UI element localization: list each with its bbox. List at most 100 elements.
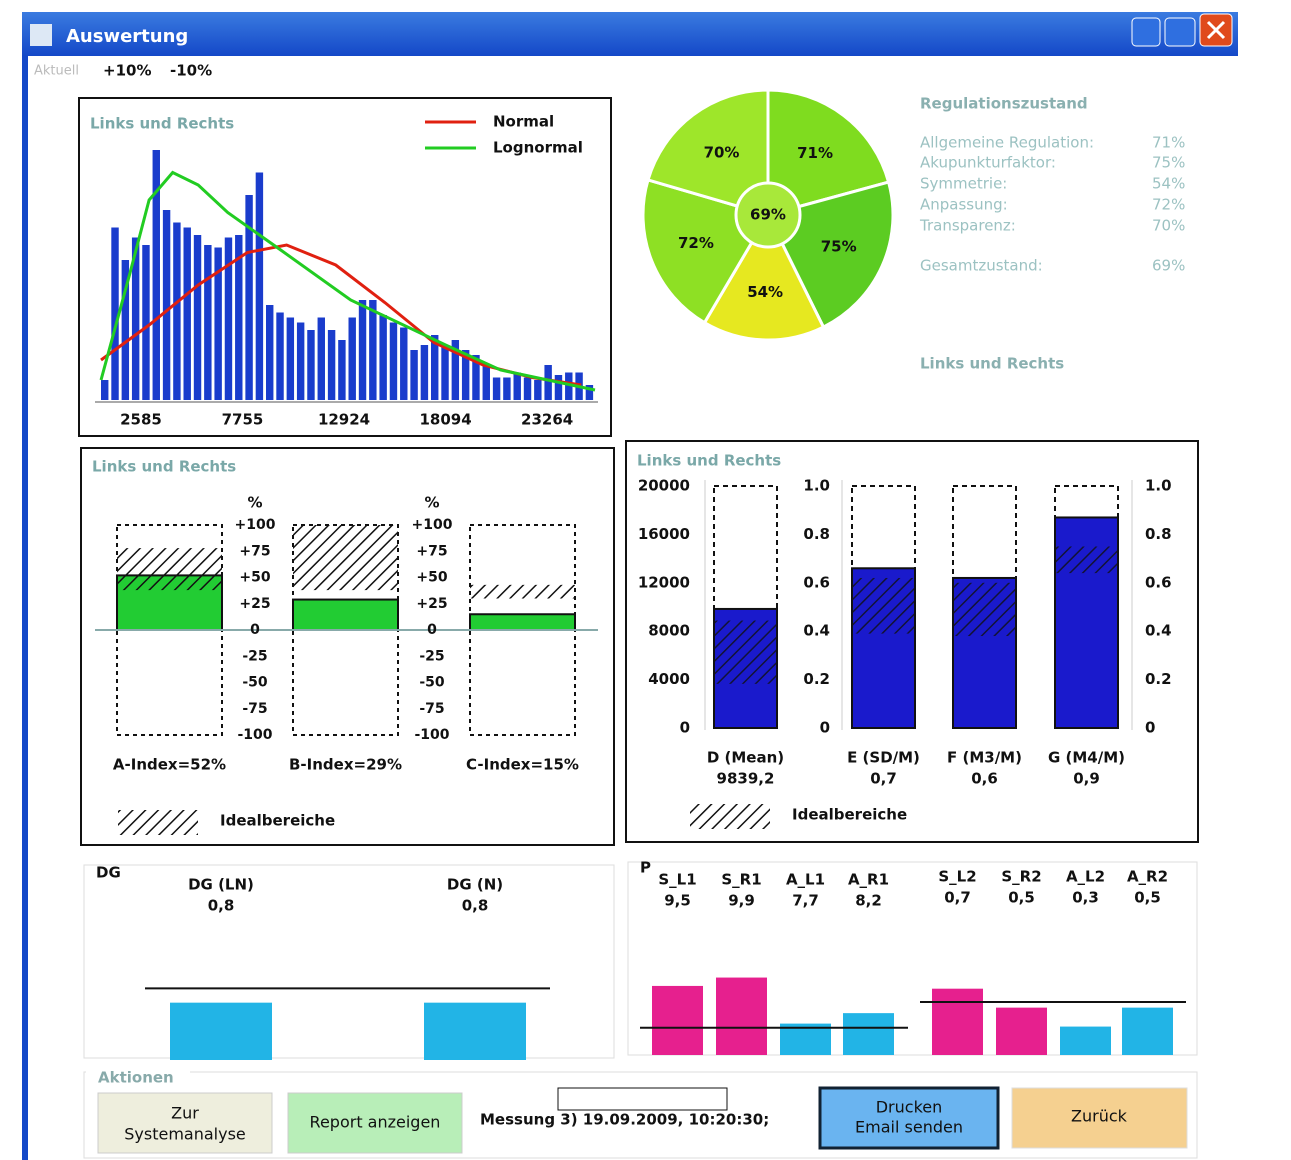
window-icon <box>30 24 52 46</box>
category-label: S_R1 <box>721 871 761 889</box>
legend-label: Idealbereiche <box>220 812 335 830</box>
item-value: 70% <box>1152 217 1185 235</box>
category-label: A_L2 <box>1066 868 1105 886</box>
y-tick-label: -25 <box>242 648 267 664</box>
button[interactable] <box>818 1086 1000 1150</box>
y-tick-label: -25 <box>419 648 444 664</box>
y2-tick-label: 0.2 <box>803 670 830 688</box>
button[interactable] <box>1011 1087 1188 1149</box>
button[interactable] <box>287 1092 463 1154</box>
toolbar-item[interactable]: +10% <box>103 62 151 80</box>
x-tick-label: 2585 <box>120 411 162 429</box>
y-tick-label: +50 <box>416 570 447 586</box>
y2-tick-label: 0.4 <box>1145 622 1172 640</box>
x-tick-label: 7755 <box>222 411 264 429</box>
pie-center <box>734 181 802 249</box>
ideal-range <box>1055 546 1118 574</box>
measurement-info: Messung 3) 19.09.2009, 10:20:30; <box>480 1111 769 1129</box>
legend-label: Normal <box>493 113 554 131</box>
x-tick-label: 23264 <box>521 411 573 429</box>
histogram-bar <box>111 227 119 400</box>
value-label: 0,3 <box>1072 889 1099 907</box>
category-label: A_R1 <box>848 871 889 889</box>
pie-slice <box>766 88 891 217</box>
maximize-button[interactable] <box>1164 17 1196 47</box>
y2-tick-label: 0 <box>1145 719 1155 737</box>
histogram-bar <box>121 260 130 400</box>
y-tick-label: +25 <box>416 596 447 612</box>
y-tick-label: +100 <box>235 517 276 533</box>
value-label: 9,9 <box>728 892 755 910</box>
y2-tick-label: 0.6 <box>803 573 830 591</box>
y-tick-label: -100 <box>414 727 449 743</box>
slice-label: 70% <box>704 143 740 161</box>
y2-tick-label: 0.6 <box>1145 573 1172 591</box>
curve <box>99 170 596 392</box>
item-value: 54% <box>1152 175 1185 193</box>
category-label: C-Index=15% <box>466 756 579 774</box>
section-footer: Links und Rechts <box>920 355 1064 373</box>
ideal-range <box>293 525 398 591</box>
histogram-bar <box>255 172 264 400</box>
category-label: S_L2 <box>938 868 976 886</box>
button-label: Drucken <box>876 1098 943 1117</box>
minimize-button[interactable] <box>1131 17 1161 47</box>
ideal-range <box>714 620 777 684</box>
index-bar <box>292 598 399 631</box>
item-label: Symmetrie: <box>920 175 1007 193</box>
histogram-bar <box>142 245 150 400</box>
y2-tick-label: 1.0 <box>803 477 830 495</box>
bar <box>652 985 703 1055</box>
slice-label: 54% <box>747 283 783 301</box>
histogram-bar <box>461 350 470 400</box>
item-label: Gesamtzustand: <box>920 257 1043 275</box>
histogram-bar <box>266 305 274 400</box>
histogram-bar <box>348 317 356 400</box>
y-tick-label: +100 <box>412 517 453 533</box>
toolbar-item[interactable]: -10% <box>170 62 212 80</box>
window-border <box>22 56 28 1160</box>
y-tick-label: 0 <box>427 622 437 638</box>
histogram-bar <box>101 380 109 400</box>
item-value: 75% <box>1152 154 1185 172</box>
y-tick-label: +75 <box>239 543 270 559</box>
panel <box>83 864 615 1059</box>
y-tick-label: 8000 <box>648 622 690 640</box>
y2-tick-label: 0 <box>820 719 830 737</box>
ideal-range <box>953 582 1016 637</box>
button-label: Email senden <box>855 1118 963 1137</box>
histogram-bar <box>204 245 212 400</box>
value-label: 0,6 <box>971 770 998 788</box>
value-label: 0,8 <box>462 897 489 915</box>
button[interactable] <box>97 1092 273 1154</box>
histogram-bar <box>307 330 315 400</box>
panel-title: Links und Rechts <box>90 115 234 133</box>
histogram-bar <box>472 355 480 400</box>
legend-label: Idealbereiche <box>792 806 907 824</box>
group-title: Aktionen <box>98 1069 174 1087</box>
y-tick-label: +25 <box>239 596 270 612</box>
toolbar-item[interactable]: Aktuell <box>34 64 79 79</box>
category-label: DG (LN) <box>188 876 254 894</box>
histogram-bar <box>410 350 418 400</box>
item-value: 71% <box>1152 134 1185 152</box>
x-tick-label: 12924 <box>318 411 370 429</box>
category-label: DG (N) <box>447 876 503 894</box>
histogram-bar <box>358 300 367 400</box>
histogram-bar <box>173 222 181 400</box>
ideal-range <box>117 548 222 591</box>
title-bar <box>22 12 1238 56</box>
bar <box>1060 1026 1111 1055</box>
button-label: Zur <box>171 1104 199 1123</box>
legend-swatch <box>690 804 770 829</box>
category-label: S_L1 <box>658 871 696 889</box>
histogram-bar <box>585 385 594 400</box>
histogram-bar <box>565 372 573 400</box>
pie-slice <box>646 88 770 218</box>
panel <box>625 440 1199 843</box>
category-label: S_R2 <box>1001 868 1041 886</box>
y2-tick-label: 0.8 <box>1145 525 1172 543</box>
y-tick-label: 4000 <box>648 670 690 688</box>
panel-title: Links und Rechts <box>637 452 781 470</box>
histogram-bar <box>296 322 305 400</box>
